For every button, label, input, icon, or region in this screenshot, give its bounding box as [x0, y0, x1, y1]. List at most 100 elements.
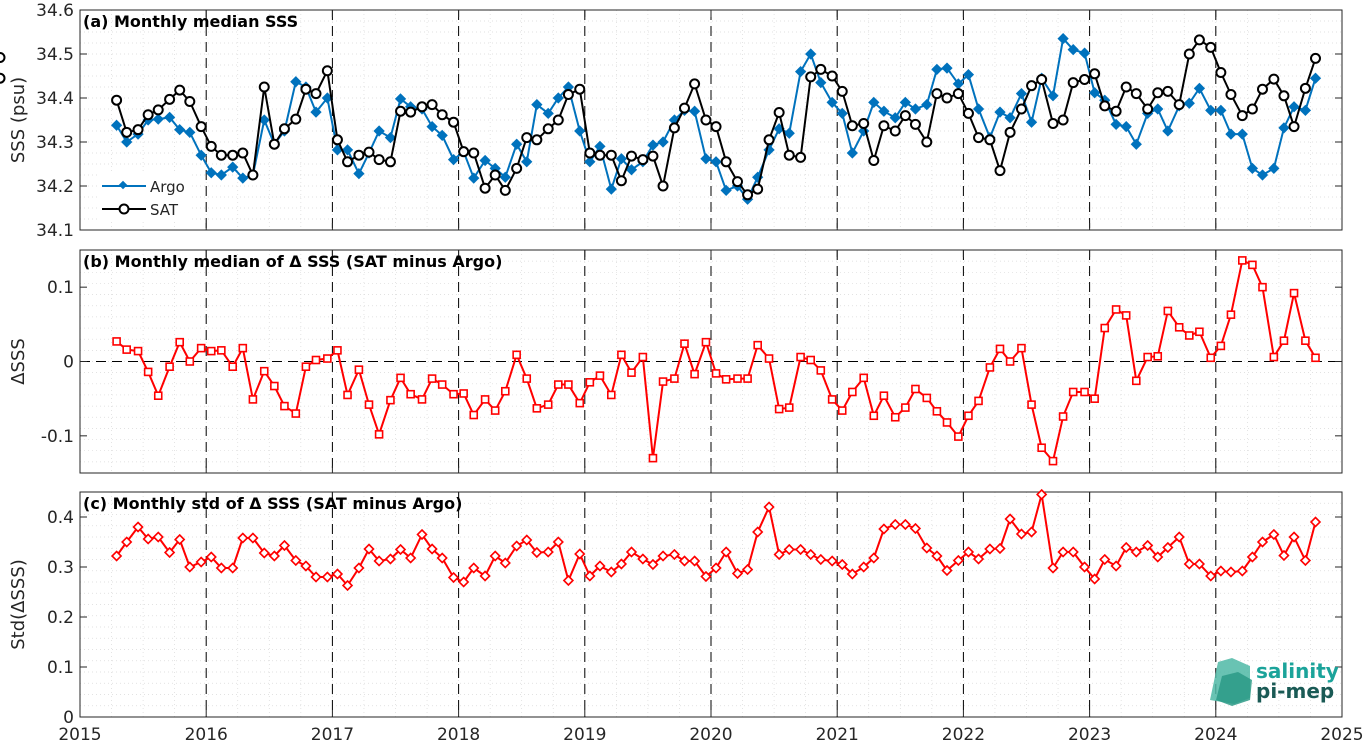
- legend-sat-label: SAT: [150, 201, 179, 219]
- data-point: [196, 343, 206, 353]
- data-point: [742, 189, 754, 201]
- data-point: [552, 536, 564, 548]
- data-point: [615, 558, 628, 570]
- data-point: [1162, 85, 1174, 97]
- data-point: [1238, 256, 1247, 265]
- data-point: [584, 147, 596, 159]
- data-point: [164, 93, 176, 105]
- data-point: [184, 96, 196, 108]
- data-point: [1193, 34, 1205, 46]
- data-point: [931, 88, 943, 100]
- data-point: [458, 576, 470, 588]
- data-point: [373, 555, 385, 567]
- data-point: [237, 532, 249, 544]
- data-point: [437, 380, 447, 389]
- data-point: [846, 147, 858, 159]
- data-point: [195, 556, 207, 568]
- data-point: [1288, 101, 1300, 113]
- data-point: [175, 337, 184, 347]
- x-tick-label: 2022: [942, 725, 985, 745]
- data-point: [574, 83, 586, 95]
- data-point: [868, 96, 880, 109]
- data-point: [436, 129, 448, 142]
- data-point: [1143, 352, 1152, 362]
- data-point: [1026, 80, 1038, 92]
- x-tick-label: 2025: [1320, 725, 1363, 745]
- data-point: [174, 84, 186, 96]
- data-point: [594, 149, 606, 161]
- data-point: [889, 112, 901, 124]
- data-point: [458, 146, 470, 158]
- data-point: [248, 395, 258, 404]
- y-axis-label: SSS (psu): [8, 77, 29, 163]
- data-point: [1120, 81, 1132, 93]
- data-point: [972, 103, 985, 115]
- data-point: [1205, 41, 1217, 53]
- data-point: [1099, 553, 1111, 566]
- data-point: [827, 395, 837, 404]
- data-point: [152, 113, 164, 125]
- data-point: [426, 543, 438, 555]
- data-point: [1173, 99, 1185, 111]
- data-point: [721, 375, 731, 384]
- data-point: [1067, 43, 1079, 56]
- data-point: [688, 105, 701, 117]
- data-point: [878, 523, 890, 535]
- data-point: [1205, 570, 1217, 582]
- y-tick-label: 34.1: [36, 221, 74, 241]
- data-point: [364, 400, 374, 409]
- data-point: [205, 140, 217, 152]
- data-point: [962, 546, 975, 558]
- data-point: [1111, 305, 1121, 314]
- y-tick-label: 34.3: [36, 133, 74, 153]
- data-point: [932, 407, 942, 416]
- data-point: [122, 345, 131, 354]
- data-point: [300, 560, 312, 572]
- data-point: [1309, 516, 1322, 528]
- data-point: [237, 172, 249, 184]
- data-point: [543, 400, 553, 409]
- data-point: [1278, 90, 1290, 102]
- data-point: [1089, 87, 1101, 99]
- x-tick-label: 2018: [437, 725, 480, 745]
- data-point: [331, 568, 344, 580]
- data-point: [490, 406, 500, 415]
- y-tick-label: 0: [63, 353, 74, 373]
- data-point: [625, 164, 638, 176]
- data-point: [795, 151, 807, 163]
- logo-mark-shade: [1216, 672, 1252, 706]
- data-point: [846, 120, 858, 132]
- data-point: [680, 339, 689, 348]
- data-point: [794, 65, 807, 78]
- data-point: [499, 184, 511, 196]
- data-point: [1130, 138, 1142, 150]
- data-point: [637, 553, 649, 565]
- data-point: [468, 172, 480, 184]
- data-point: [720, 184, 732, 197]
- data-point: [911, 384, 920, 394]
- data-point: [1226, 310, 1236, 319]
- data-point: [427, 374, 437, 383]
- data-point: [942, 418, 952, 427]
- data-point: [247, 169, 259, 181]
- x-tick-label: 2016: [185, 725, 228, 745]
- data-point: [711, 369, 721, 378]
- data-point: [995, 344, 1005, 354]
- data-point: [763, 134, 775, 146]
- data-point: [480, 395, 490, 404]
- data-point: [607, 390, 616, 400]
- data-point: [846, 568, 858, 580]
- data-point: [657, 136, 669, 148]
- data-point: [394, 543, 407, 556]
- data-point: [395, 105, 407, 117]
- data-point: [1269, 352, 1279, 362]
- data-point: [1037, 443, 1046, 453]
- data-point: [564, 380, 573, 389]
- data-point: [815, 76, 827, 89]
- data-point: [1089, 573, 1101, 585]
- data-point: [741, 563, 754, 576]
- data-point: [321, 65, 333, 77]
- y-tick-label: 0.3: [47, 558, 74, 578]
- data-point: [1057, 32, 1069, 45]
